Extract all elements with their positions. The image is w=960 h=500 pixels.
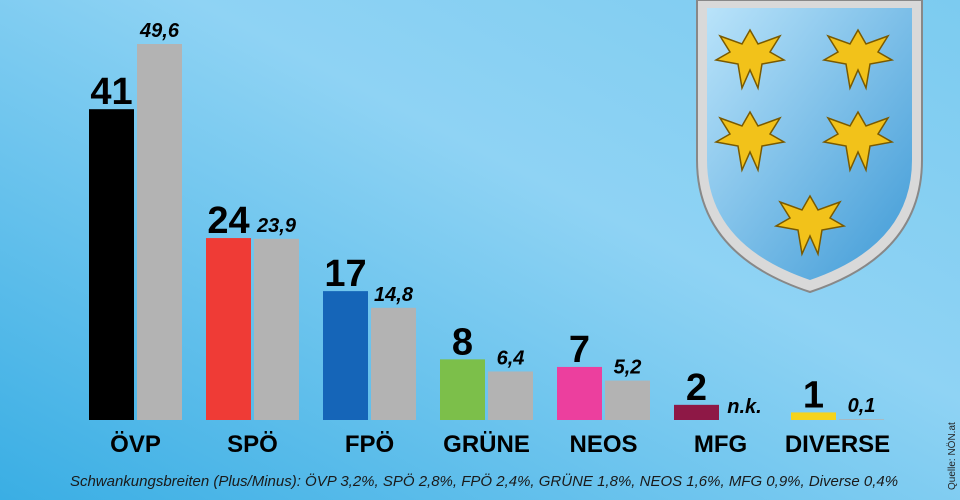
value-label: 5,2 [614, 357, 642, 379]
value-label: 41 [90, 71, 132, 113]
x-tick-label: NEOS [569, 431, 637, 458]
bar [323, 291, 368, 420]
x-tick-label: ÖVP [110, 431, 161, 458]
x-tick-label: DIVERSE [785, 431, 890, 458]
x-tick-label: MFG [694, 431, 747, 458]
x-tick-label: SPÖ [227, 431, 278, 458]
value-label: 24 [207, 200, 249, 242]
value-label: 1 [803, 374, 824, 416]
bar [605, 380, 650, 420]
bar [206, 238, 251, 420]
bar [440, 359, 485, 420]
x-tick-label: FPÖ [345, 431, 394, 458]
bar [371, 307, 416, 420]
value-label: 17 [324, 253, 366, 295]
bar [137, 44, 182, 420]
value-label: n.k. [727, 396, 761, 418]
source: Quelle: NÖN.at [946, 422, 958, 490]
bar [557, 366, 602, 420]
value-label: 7 [569, 329, 590, 371]
bar [488, 371, 533, 420]
value-label: 8 [452, 321, 473, 363]
bar [674, 404, 719, 420]
value-label: 49,6 [139, 20, 180, 42]
value-label: 14,8 [374, 284, 414, 306]
footnote: Schwankungsbreiten (Plus/Minus): ÖVP 3,2… [70, 472, 898, 490]
value-label: 6,4 [497, 347, 525, 369]
value-label: 23,9 [256, 215, 297, 237]
x-tick-label: GRÜNE [443, 431, 530, 458]
value-label: 2 [686, 367, 707, 409]
bar [89, 109, 134, 421]
bar [791, 412, 836, 420]
bar [839, 419, 884, 420]
bar [254, 238, 299, 420]
value-label: 0,1 [848, 395, 876, 417]
coat-of-arms [696, 0, 923, 294]
